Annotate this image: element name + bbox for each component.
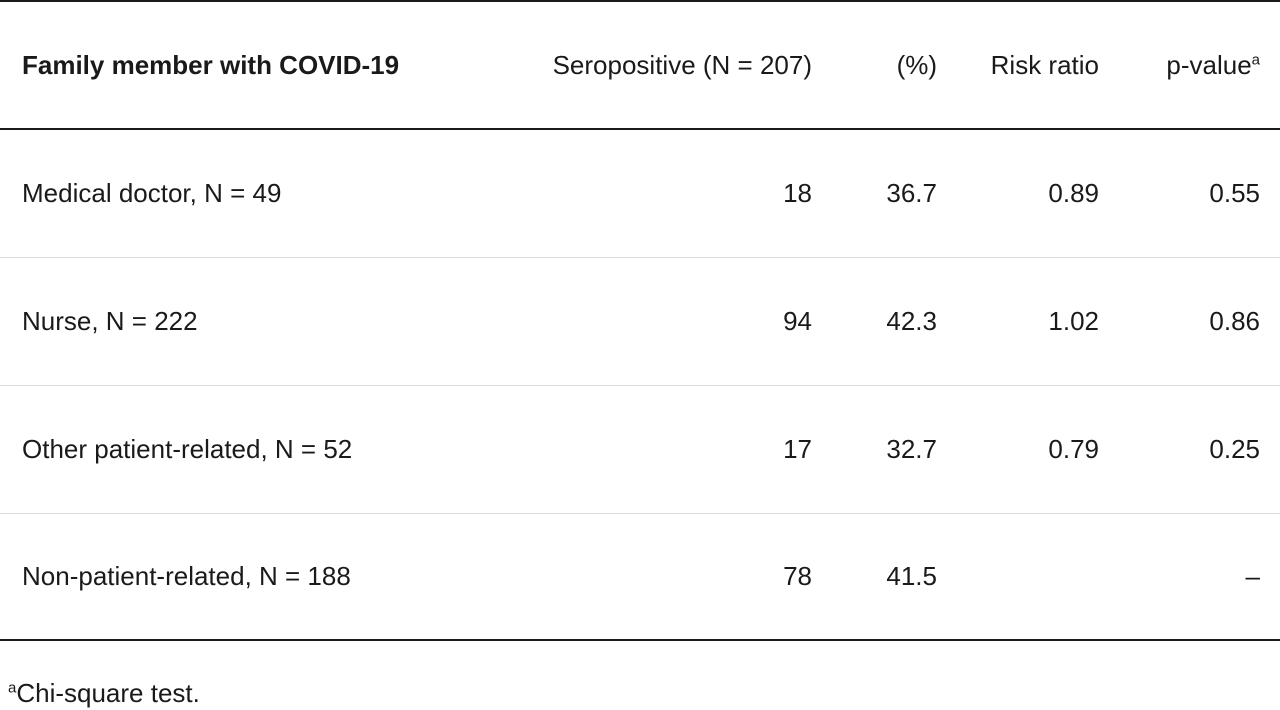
cell-percent: 36.7: [886, 177, 937, 208]
covid-seropositivity-table: Family member with COVID-19 Seropositive…: [0, 1, 1280, 640]
header-seropositive: Seropositive (N = 207): [552, 49, 812, 80]
results-table-container: Family member with COVID-19 Seropositive…: [0, 1, 1280, 640]
table-body: Medical doctor, N = 49 18 36.7 0.89 0.55…: [0, 129, 1280, 640]
row-label: Other patient-related, N = 52: [22, 433, 353, 464]
cell-risk-ratio: 0.89: [1048, 177, 1099, 208]
header-p-value: p-valuea: [1119, 1, 1280, 129]
cell-seropositive: 17: [783, 433, 812, 464]
footnote-marker: a: [8, 679, 17, 697]
footnote-text: Chi-square test.: [16, 678, 200, 708]
cell-p-value: 0.55: [1209, 177, 1260, 208]
header-p-value-label: p-value: [1166, 49, 1252, 80]
header-percent: (%): [896, 49, 937, 80]
table-row: Non-patient-related, N = 188 78 41.5 –: [0, 513, 1280, 640]
table-footnote: aChi-square test.: [8, 676, 200, 710]
cell-percent: 41.5: [886, 560, 937, 591]
table-row: Other patient-related, N = 52 17 32.7 0.…: [0, 385, 1280, 513]
cell-risk-ratio: [957, 513, 1119, 640]
cell-risk-ratio: 1.02: [1048, 305, 1099, 336]
cell-seropositive: 78: [783, 560, 812, 591]
row-label: Medical doctor, N = 49: [22, 177, 282, 208]
cell-p-value: 0.86: [1209, 305, 1260, 336]
footnote-marker: a: [1251, 50, 1260, 68]
header-risk-ratio: Risk ratio: [990, 49, 1099, 80]
table-row: Medical doctor, N = 49 18 36.7 0.89 0.55: [0, 129, 1280, 257]
cell-percent: 32.7: [886, 433, 937, 464]
cell-seropositive: 94: [783, 305, 812, 336]
table-row: Nurse, N = 222 94 42.3 1.02 0.86: [0, 257, 1280, 385]
row-label: Nurse, N = 222: [22, 305, 198, 336]
cell-p-value: –: [1245, 560, 1260, 591]
cell-seropositive: 18: [783, 177, 812, 208]
cell-percent: 42.3: [886, 305, 937, 336]
header-family-member: Family member with COVID-19: [22, 49, 400, 80]
cell-risk-ratio: 0.79: [1048, 433, 1099, 464]
header-row: Family member with COVID-19 Seropositive…: [0, 1, 1280, 129]
cell-p-value: 0.25: [1209, 433, 1260, 464]
row-label: Non-patient-related, N = 188: [22, 560, 351, 591]
table-header: Family member with COVID-19 Seropositive…: [0, 1, 1280, 129]
